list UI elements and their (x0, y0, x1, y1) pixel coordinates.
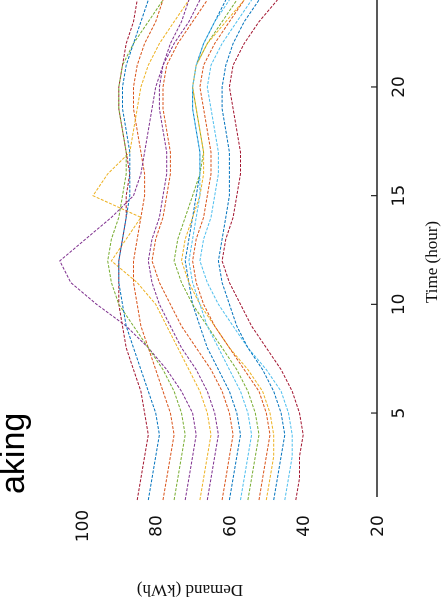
y-axis-title: Demand (kWh) (137, 581, 243, 599)
series-line-10 (180, 0, 275, 501)
y-tick-label-60: 60 (220, 515, 240, 537)
y-tick-label-100: 100 (73, 510, 93, 542)
series-line-6 (199, 0, 293, 501)
series-line-2 (133, 0, 175, 501)
x-tick-label-5: 5 (389, 408, 409, 419)
series-line-15 (192, 0, 271, 501)
series-line-4 (59, 0, 197, 501)
series-line-12 (188, 0, 253, 501)
y-tick-label-20: 20 (368, 515, 388, 537)
y-tick-label-80: 80 (147, 515, 167, 537)
x-tick-label-15: 15 (389, 185, 409, 207)
series-line-8 (217, 0, 286, 501)
series-line-11 (107, 0, 186, 501)
x-tick-label-10: 10 (389, 294, 409, 316)
y-tick-label-40: 40 (294, 515, 314, 537)
series-line-13 (221, 0, 304, 501)
axis-ticks: 5 10 15 20 20 40 60 80 100 (73, 76, 409, 542)
series-line-5 (173, 0, 260, 501)
cut-off-heading-text: aking (0, 412, 32, 494)
x-tick-label-20: 20 (389, 76, 409, 98)
series-lines (59, 0, 304, 501)
x-axis-title: Time (hour) (422, 221, 441, 303)
series-line-7 (118, 0, 149, 501)
series-line-9 (151, 0, 234, 501)
series-line-3 (92, 0, 212, 501)
series-line-1 (184, 0, 242, 501)
series-line-14 (118, 0, 160, 501)
series-line-16 (147, 0, 219, 501)
